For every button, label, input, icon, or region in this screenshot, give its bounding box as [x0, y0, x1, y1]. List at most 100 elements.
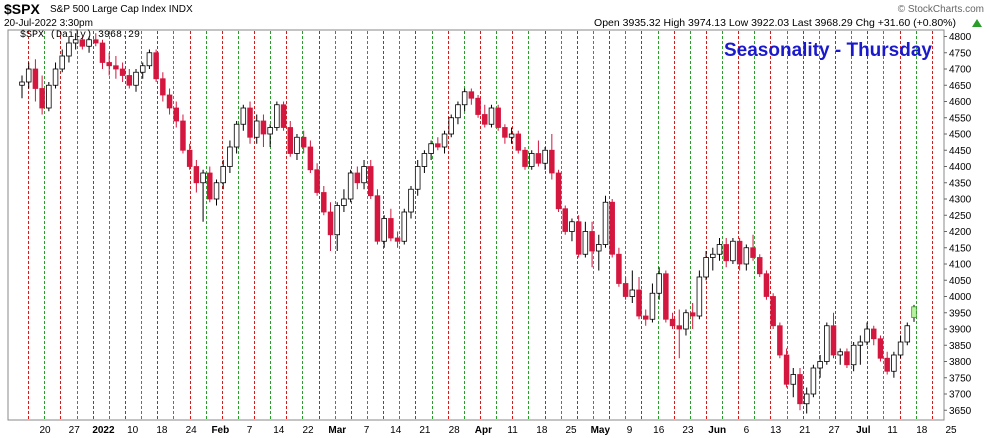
y-tick-label: 4700	[949, 65, 972, 76]
candle-body	[354, 172, 361, 184]
candle-body	[676, 325, 683, 330]
candle-body	[86, 39, 92, 47]
up-triangle-icon	[972, 19, 982, 27]
y-tick-label: 3700	[949, 390, 972, 401]
y-tick-label: 4650	[949, 81, 972, 92]
y-tick-label: 4750	[949, 48, 972, 59]
candle-body	[307, 146, 314, 171]
candle-body	[616, 253, 622, 284]
candle-body	[535, 153, 542, 164]
candle-body	[294, 136, 300, 154]
candle-body	[656, 273, 662, 294]
candle-body	[582, 231, 589, 255]
candle-body	[314, 169, 320, 193]
candle-body	[636, 289, 642, 317]
candle-body	[448, 117, 454, 135]
y-tick-label: 3900	[949, 325, 972, 336]
x-tick-label: 11	[507, 425, 518, 436]
candle-body	[817, 361, 823, 369]
x-tick-label: 9	[627, 425, 633, 436]
candle-body	[166, 94, 173, 109]
candle-body	[642, 315, 649, 320]
y-tick-label: 4450	[949, 146, 972, 157]
candle-body	[99, 42, 106, 63]
x-tick-label: 14	[273, 425, 285, 436]
candle-body	[341, 198, 347, 206]
x-tick-label: 6	[744, 425, 750, 436]
candle-body	[575, 221, 582, 255]
candle-body	[629, 289, 636, 297]
candle-body	[227, 146, 233, 167]
x-tick-label: 20	[39, 425, 51, 436]
candle-body	[622, 283, 629, 297]
candle-body	[39, 88, 45, 109]
candle-body	[414, 166, 421, 190]
x-tick-label: 27	[829, 425, 841, 436]
watermark: © StockCharts.com	[897, 4, 984, 15]
candle-body	[408, 188, 414, 213]
candle-body	[502, 127, 508, 138]
x-tick-label: Apr	[475, 425, 492, 436]
candle-body	[139, 65, 146, 73]
candle-body	[260, 120, 267, 135]
chart-annotation: Seasonality - Thursday	[723, 40, 932, 61]
candle-body	[602, 201, 609, 245]
x-tick-label: 2022	[92, 425, 115, 436]
x-tick-label: 27	[69, 425, 81, 436]
y-tick-label: 4050	[949, 276, 972, 287]
x-tick-label: 25	[566, 425, 578, 436]
candle-body	[683, 312, 689, 330]
candle-body	[763, 273, 770, 297]
candle-body	[877, 338, 884, 359]
candle-body	[897, 341, 904, 356]
chart-subheader: 20-Jul-2022 3:30pm Open 3935.32 High 397…	[4, 16, 986, 30]
candle-body	[824, 325, 830, 362]
candle-body	[495, 107, 501, 128]
y-tick-label: 4200	[949, 227, 972, 238]
x-tick-label: 7	[364, 425, 370, 436]
candle-body	[247, 107, 253, 138]
candle-body	[79, 39, 86, 47]
security-name: S&P 500 Large Cap Index INDX	[50, 4, 193, 15]
candle-body	[723, 244, 729, 262]
candle-body	[267, 127, 273, 135]
x-tick-label: 14	[390, 425, 402, 436]
candle-body	[562, 208, 568, 232]
x-tick-label: 18	[156, 425, 168, 436]
candle-body	[703, 257, 709, 278]
y-tick-label: 4300	[949, 195, 972, 206]
candle-body	[736, 240, 743, 265]
candle-body	[522, 149, 528, 167]
x-tick-label: 11	[887, 425, 898, 436]
candle-body	[428, 143, 434, 154]
candle-body	[213, 182, 220, 200]
y-tick-label: 4550	[949, 113, 972, 124]
candle-body	[300, 136, 307, 148]
x-tick-label: 18	[536, 425, 548, 436]
y-tick-label: 4250	[949, 211, 972, 222]
candle-body	[515, 133, 522, 151]
candle-body	[52, 68, 59, 86]
candle-body	[66, 42, 72, 57]
candle-body	[394, 237, 401, 242]
x-tick-label: 25	[945, 425, 957, 436]
candle-body	[549, 149, 555, 174]
candle-body	[368, 166, 374, 197]
candle-body	[146, 52, 153, 67]
x-tick-label: Jun	[708, 425, 726, 436]
candle-body	[401, 211, 408, 242]
candle-body	[441, 133, 448, 148]
x-tick-label: 28	[449, 425, 461, 436]
candle-body	[280, 104, 287, 128]
y-tick-label: 3950	[949, 308, 972, 319]
x-tick-label: 10	[127, 425, 139, 436]
y-tick-label: 4000	[949, 292, 972, 303]
candle-body	[421, 153, 428, 167]
candle-body	[106, 62, 112, 67]
candle-body	[32, 68, 39, 89]
candle-body	[569, 221, 575, 232]
candle-body	[803, 393, 810, 405]
candle-body	[891, 354, 897, 372]
candle-body	[871, 328, 877, 340]
